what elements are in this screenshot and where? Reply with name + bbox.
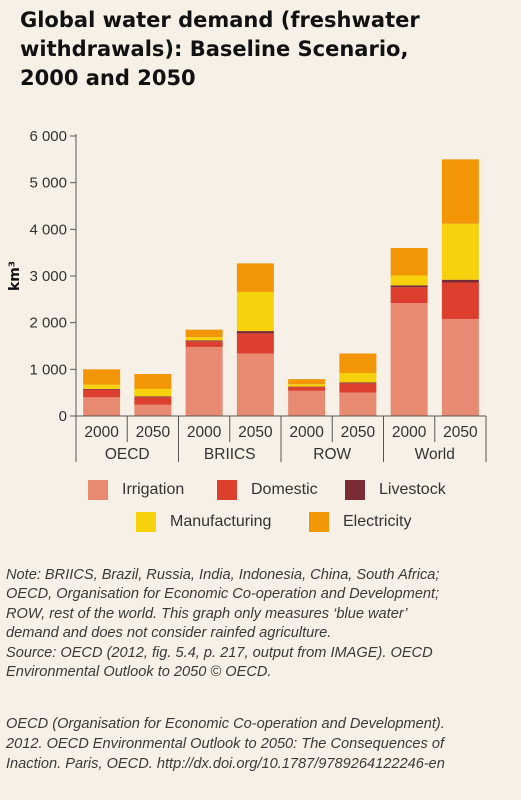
bar-segment-electricity bbox=[185, 329, 223, 338]
bar-segment-domestic bbox=[288, 387, 326, 391]
reference-line: 2012. OECD Environmental Outlook to 2050… bbox=[6, 736, 445, 752]
bar-segment-irrigation bbox=[83, 397, 121, 416]
bar-segment-manufacturing bbox=[390, 275, 428, 286]
bar-segment-livestock bbox=[83, 388, 121, 390]
y-tick-label: 4 000 bbox=[29, 221, 67, 238]
x-tick-label: 2050 bbox=[443, 424, 478, 441]
bar-segment-domestic bbox=[390, 287, 428, 304]
bar-segment-manufacturing bbox=[339, 373, 377, 383]
x-tick-label: 2050 bbox=[341, 424, 376, 441]
bar-segment-livestock bbox=[134, 396, 172, 398]
note-line: Source: OECD (2012, fig. 5.4, p. 217, ou… bbox=[6, 644, 433, 661]
bar-segment-domestic bbox=[134, 397, 172, 405]
bar-segment-manufacturing bbox=[236, 291, 274, 332]
bar-segment-electricity bbox=[134, 374, 172, 389]
title-line: 2000 and 2050 bbox=[20, 66, 196, 90]
legend: Irrigation Domestic Livestock Manufactur… bbox=[0, 472, 521, 542]
legend-label: Livestock bbox=[379, 481, 446, 498]
x-tick-label: 2000 bbox=[187, 424, 222, 441]
legend-label: Domestic bbox=[251, 481, 318, 498]
bar-segment-domestic bbox=[339, 383, 377, 393]
legend-swatch bbox=[136, 512, 156, 532]
x-tick-label: 2000 bbox=[289, 424, 324, 441]
legend-swatch bbox=[217, 480, 237, 500]
note-line: Environmental Outlook to 2050 © OECD. bbox=[6, 664, 272, 681]
note-line: Note: BRIICS, Brazil, Russia, India, Ind… bbox=[6, 567, 440, 583]
chart-note: Note: BRIICS, Brazil, Russia, India, Ind… bbox=[6, 566, 511, 682]
bar-segment-manufacturing bbox=[441, 223, 479, 280]
bar-segment-electricity bbox=[236, 263, 274, 292]
note-line: demand and does not consider rainfed agr… bbox=[6, 625, 332, 642]
bar-segment-irrigation bbox=[185, 346, 223, 416]
note-line: ROW, rest of the world. This graph only … bbox=[6, 605, 408, 622]
bar-segment-electricity bbox=[441, 159, 479, 224]
bar-segment-irrigation bbox=[236, 353, 274, 416]
bar-segment-livestock bbox=[390, 285, 428, 288]
x-tick-label: 2000 bbox=[84, 424, 119, 441]
legend-item-manufacturing: Manufacturing bbox=[136, 512, 271, 532]
bar-segment-irrigation bbox=[134, 404, 172, 416]
bar-segment-domestic bbox=[83, 389, 121, 398]
legend-label: Electricity bbox=[343, 513, 412, 530]
legend-swatch bbox=[345, 480, 365, 500]
bar-segment-manufacturing bbox=[185, 337, 223, 341]
bar-segment-electricity bbox=[288, 379, 326, 385]
y-tick-label: 5 000 bbox=[29, 175, 67, 192]
bar-segment-irrigation bbox=[390, 303, 428, 416]
bar-segment-irrigation bbox=[339, 392, 377, 416]
note-line: OECD, Organisation for Economic Co-opera… bbox=[6, 586, 440, 603]
legend-label: Irrigation bbox=[122, 481, 185, 498]
reference: OECD (Organisation for Economic Co-opera… bbox=[6, 714, 511, 774]
bar-segment-manufacturing bbox=[134, 388, 172, 397]
bar-segment-irrigation bbox=[441, 318, 479, 416]
y-axis-label: km³ bbox=[7, 261, 23, 291]
bar-segment-livestock bbox=[441, 279, 479, 283]
bar-segment-manufacturing bbox=[288, 384, 326, 387]
bar-segment-electricity bbox=[390, 248, 428, 276]
y-tick-label: 1 000 bbox=[29, 361, 67, 378]
bar-segment-domestic bbox=[236, 333, 274, 354]
reference-line: Inaction. Paris, OECD. http://dx.doi.org… bbox=[6, 756, 445, 772]
bar-segment-manufacturing bbox=[83, 384, 121, 389]
y-tick-label: 6 000 bbox=[29, 128, 67, 145]
x-group-label: World bbox=[415, 446, 455, 463]
stacked-bar-chart: 0 1 000 2 000 3 000 4 000 5 000 6 000 km³ 2000 20… bbox=[7, 128, 487, 463]
y-tick-label: 3 000 bbox=[29, 268, 67, 285]
title-line: withdrawals): Baseline Scenario, bbox=[20, 37, 409, 61]
legend-item-electricity: Electricity bbox=[309, 512, 411, 532]
x-group-label: BRIICS bbox=[204, 446, 256, 463]
legend-swatch bbox=[88, 480, 108, 500]
x-tick-label: 2000 bbox=[392, 424, 427, 441]
bar-segment-irrigation bbox=[288, 390, 326, 416]
x-tick-label: 2050 bbox=[238, 424, 273, 441]
bar-segment-livestock bbox=[339, 382, 377, 384]
x-group-label: ROW bbox=[313, 446, 351, 463]
reference-line: OECD (Organisation for Economic Co-opera… bbox=[6, 716, 445, 732]
y-tick-label: 0 bbox=[59, 408, 67, 425]
chart-title: Global water demand (freshwater withdraw… bbox=[20, 6, 500, 93]
bar-segment-electricity bbox=[83, 369, 121, 385]
legend-label: Manufacturing bbox=[170, 513, 272, 530]
bar-segment-domestic bbox=[185, 341, 223, 347]
x-group-label: OECD bbox=[105, 446, 150, 463]
bar-segment-electricity bbox=[339, 353, 377, 374]
y-tick-label: 2 000 bbox=[29, 315, 67, 332]
legend-item-livestock: Livestock bbox=[345, 480, 446, 500]
bar-segment-livestock bbox=[185, 340, 223, 342]
bar-segment-domestic bbox=[441, 282, 479, 319]
x-tick-label: 2050 bbox=[136, 424, 171, 441]
legend-item-irrigation: Irrigation bbox=[88, 480, 184, 500]
title-line: Global water demand (freshwater bbox=[20, 8, 420, 32]
legend-swatch bbox=[309, 512, 329, 532]
bar-segment-livestock bbox=[236, 331, 274, 334]
legend-item-domestic: Domestic bbox=[217, 480, 318, 500]
